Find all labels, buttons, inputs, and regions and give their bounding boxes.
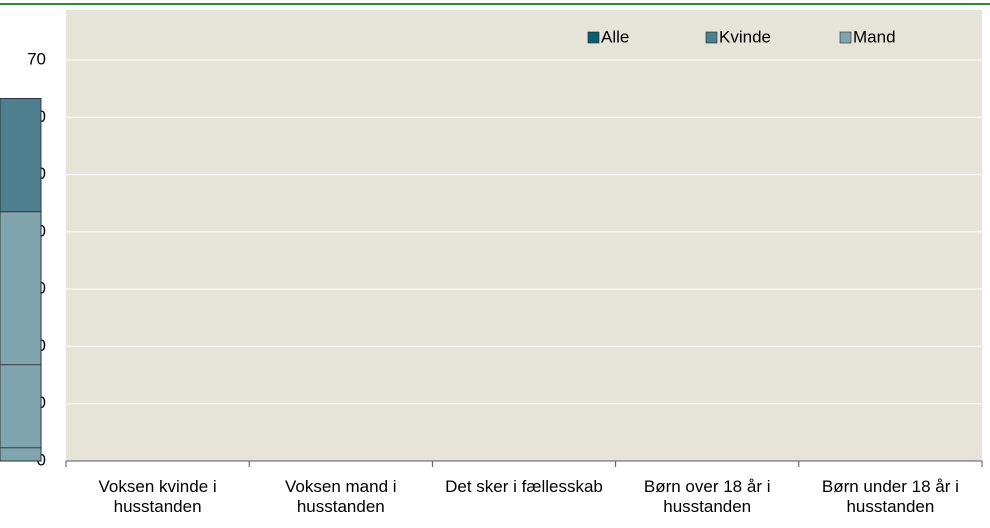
- legend-label: Mand: [853, 27, 896, 46]
- x-tick-label: Det sker i fællesskab: [445, 477, 603, 496]
- bar: [0, 447, 42, 462]
- legend-label: Kvinde: [719, 27, 771, 46]
- legend-swatch: [587, 31, 600, 44]
- x-tick-label: Børn over 18 år i husstanden: [643, 477, 771, 516]
- plot-area: [66, 10, 982, 461]
- x-tick-label: Børn under 18 år i husstanden: [821, 477, 959, 516]
- legend-label: Alle: [601, 27, 629, 46]
- legend-swatch: [705, 31, 718, 44]
- x-tick-label: Voksen kvinde i husstanden: [98, 477, 217, 516]
- legend-swatch: [839, 31, 852, 44]
- x-tick-label: Voksen mand i husstanden: [285, 477, 397, 516]
- bar: [0, 364, 42, 462]
- y-tick-label: 70: [27, 49, 46, 68]
